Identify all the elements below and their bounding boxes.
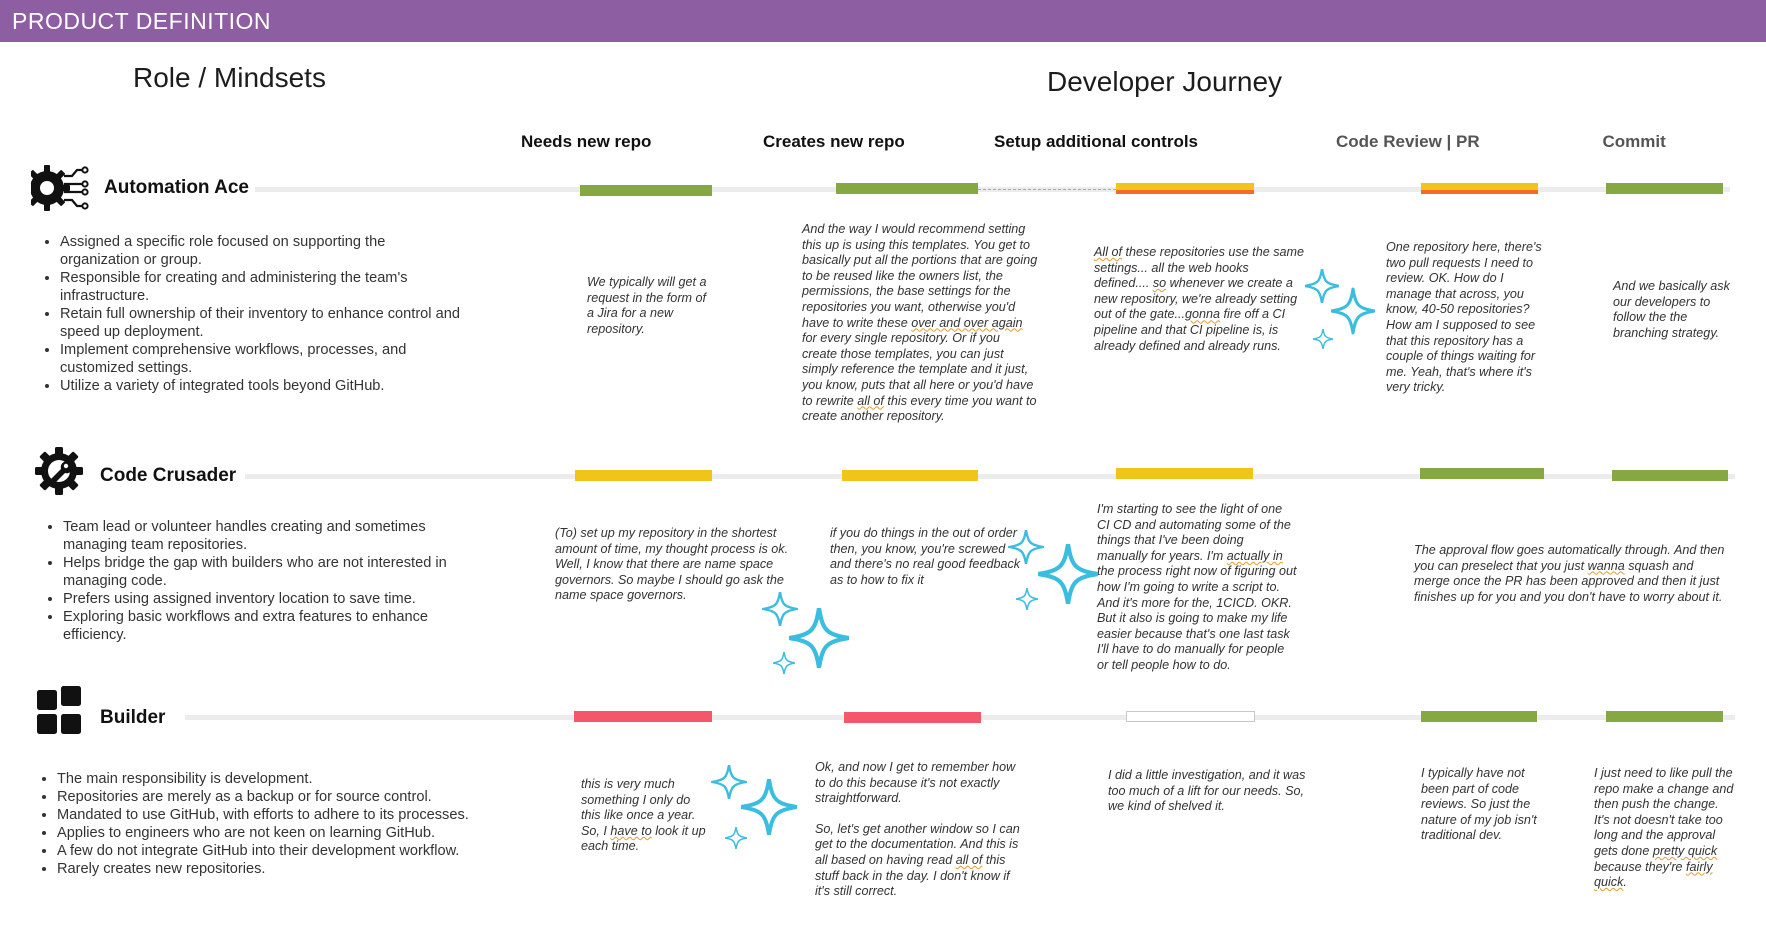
role-description-list: Assigned a specific role focused on supp… bbox=[40, 233, 460, 395]
status-bar bbox=[1116, 183, 1254, 194]
list-item: The main responsibility is development. bbox=[57, 770, 477, 788]
status-bar bbox=[1116, 468, 1253, 479]
stage-commit: Commit bbox=[1602, 132, 1666, 151]
list-item: Repositories are merely as a backup or f… bbox=[57, 788, 477, 806]
header-banner: PRODUCT DEFINITION bbox=[0, 0, 1766, 42]
quote-setup-controls: I did a little investigation, and it was… bbox=[1108, 768, 1306, 814]
list-item: Applies to engineers who are not keen on… bbox=[57, 824, 477, 842]
status-bar bbox=[1421, 183, 1538, 194]
list-item: A few do not integrate GitHub into their… bbox=[57, 842, 477, 860]
status-bar bbox=[1612, 470, 1728, 481]
status-bar bbox=[575, 470, 712, 481]
list-item: Utilize a variety of integrated tools be… bbox=[60, 377, 460, 395]
list-item: Responsible for creating and administeri… bbox=[60, 269, 460, 305]
status-bar bbox=[844, 712, 981, 723]
status-bar bbox=[1606, 183, 1723, 194]
quote-code-review: The approval flow goes automatically thr… bbox=[1414, 543, 1725, 604]
quote-code-review: I typically have not been part of code r… bbox=[1421, 766, 1537, 843]
status-bar bbox=[574, 711, 712, 722]
list-item: Retain full ownership of their inventory… bbox=[60, 305, 460, 341]
list-item: Exploring basic workflows and extra feat… bbox=[63, 608, 463, 644]
quote-commit: I just need to like pull the repo make a… bbox=[1594, 766, 1734, 890]
quote-code-review: One repository here, there's two pull re… bbox=[1386, 240, 1542, 395]
persona-name: Code Crusader bbox=[100, 465, 237, 486]
list-item: Implement comprehensive workflows, proce… bbox=[60, 341, 460, 377]
status-bar bbox=[1606, 711, 1723, 722]
sparkle-icon bbox=[711, 765, 797, 849]
stage-code-review: Code Review | PR bbox=[1336, 132, 1480, 151]
status-bar bbox=[580, 185, 712, 196]
stage-needs-new-repo: Needs new repo bbox=[521, 132, 652, 151]
list-item: Prefers using assigned inventory locatio… bbox=[63, 590, 463, 608]
connector-line bbox=[978, 189, 1116, 190]
journey-lane bbox=[245, 474, 1735, 479]
list-item: Helps bridge the gap with builders who a… bbox=[63, 554, 463, 590]
quote-needs-new-repo: We typically will get a request in the f… bbox=[587, 275, 707, 336]
quote-creates-new-repo: Ok, and now I get to remember how to do … bbox=[815, 760, 1020, 899]
gear-wrench-icon bbox=[35, 447, 83, 495]
sparkle-icon bbox=[761, 592, 854, 674]
list-item: Assigned a specific role focused on supp… bbox=[60, 233, 460, 269]
role-description-list: Team lead or volunteer handles creating … bbox=[43, 518, 463, 644]
status-bar bbox=[1126, 711, 1255, 722]
role-heading: Role / Mindsets bbox=[133, 62, 326, 93]
status-bar bbox=[1421, 711, 1537, 722]
stage-setup-controls: Setup additional controls bbox=[994, 132, 1199, 151]
persona-name: Builder bbox=[100, 707, 166, 728]
role-description-list: The main responsibility is development. … bbox=[37, 770, 477, 878]
list-item: Rarely creates new repositories. bbox=[57, 860, 477, 878]
quote-creates-new-repo: And the way I would recommend setting th… bbox=[802, 222, 1038, 424]
quote-setup-controls: I'm starting to see the light of one CI … bbox=[1097, 502, 1297, 672]
quote-commit: And we basically ask our developers to f… bbox=[1613, 279, 1730, 340]
quote-creates-new-repo: if you do things in the out of order the… bbox=[830, 526, 1021, 587]
journey-heading: Developer Journey bbox=[1047, 66, 1283, 97]
status-bar bbox=[842, 470, 978, 481]
stage-creates-new-repo: Creates new repo bbox=[763, 132, 905, 151]
list-item: Team lead or volunteer handles creating … bbox=[63, 518, 463, 554]
persona-name: Automation Ace bbox=[104, 177, 249, 198]
list-item: Mandated to use GitHub, with efforts to … bbox=[57, 806, 477, 824]
sparkle-icon bbox=[1008, 530, 1101, 610]
grid-blocks-icon bbox=[37, 686, 81, 734]
quote-needs-new-repo: (To) set up my repository in the shortes… bbox=[555, 526, 789, 603]
status-bar bbox=[1420, 468, 1544, 479]
sparkle-icon bbox=[1305, 269, 1375, 349]
status-bar bbox=[836, 183, 978, 194]
quote-needs-new-repo: this is very much something I only do th… bbox=[581, 777, 706, 854]
banner-title: PRODUCT DEFINITION bbox=[12, 8, 272, 34]
quote-setup-controls: All of these repositories use the same s… bbox=[1094, 245, 1305, 353]
gear-circuit-icon bbox=[31, 165, 89, 211]
